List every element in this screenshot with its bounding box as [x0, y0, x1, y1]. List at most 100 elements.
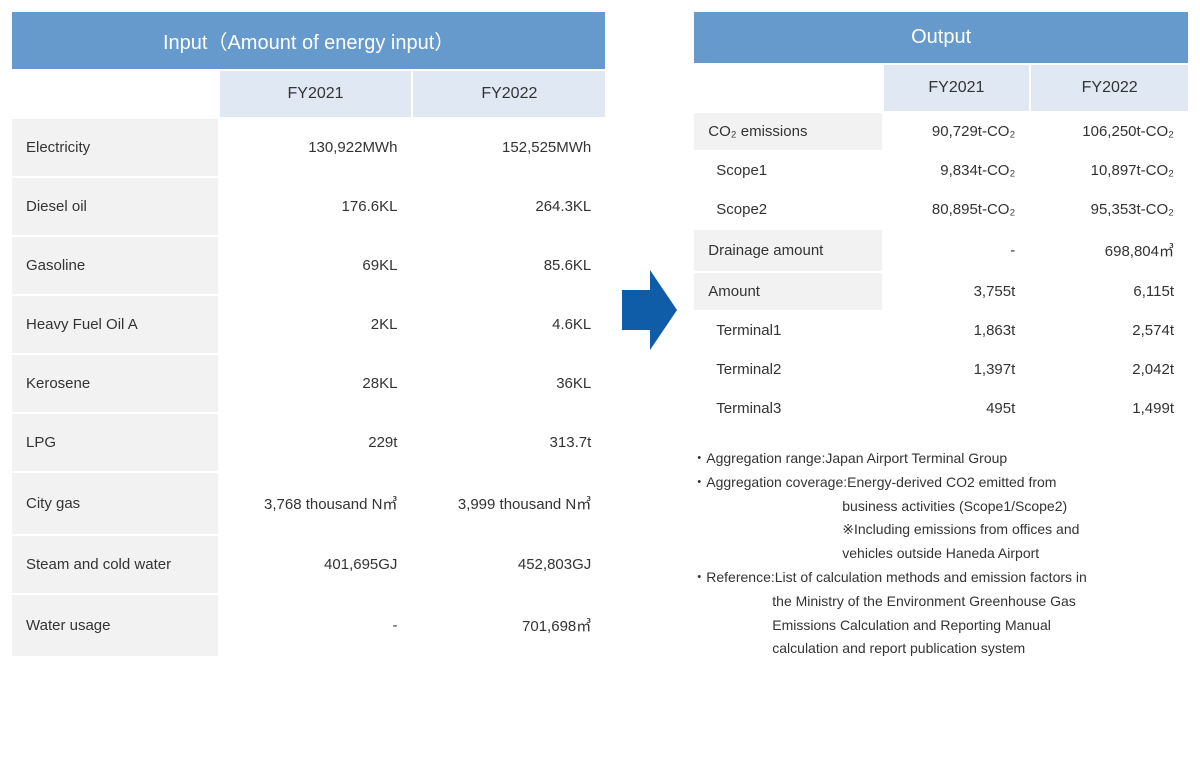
row-value-fy2022: 2,574t [1031, 312, 1188, 349]
input-header-fy2021: FY2021 [220, 71, 412, 117]
row-label: Drainage amount [694, 230, 881, 271]
footnote-continuation: business activities (Scope1/Scope2) [692, 495, 1190, 519]
row-label: CO₂ emissions [694, 113, 881, 150]
row-value-fy2021: 9,834t-CO₂ [884, 152, 1030, 189]
output-header-row: FY2021 FY2022 [694, 65, 1188, 111]
row-value-fy2022: 452,803GJ [413, 536, 605, 593]
bullet-icon: ・ [692, 447, 706, 471]
table-row: LPG229t313.7t [12, 414, 605, 471]
row-value-fy2022: 3,999 thousand N㎥ [413, 473, 605, 534]
row-label: Scope2 [694, 191, 881, 228]
row-value-fy2021: 3,755t [884, 273, 1030, 310]
table-row: Kerosene28KL36KL [12, 355, 605, 412]
input-header-fy2022: FY2022 [413, 71, 605, 117]
row-label: Terminal1 [694, 312, 881, 349]
row-value-fy2022: 152,525MWh [413, 119, 605, 176]
row-value-fy2021: 2KL [220, 296, 412, 353]
bullet-icon: ・ [692, 471, 706, 495]
table-row: Scope280,895t-CO₂95,353t-CO₂ [694, 191, 1188, 228]
output-header-fy2021: FY2021 [884, 65, 1030, 111]
row-value-fy2022: 10,897t-CO₂ [1031, 152, 1188, 189]
footnote-continuation: Emissions Calculation and Reporting Manu… [692, 614, 1190, 638]
footnote-label: Reference: [706, 566, 774, 590]
row-value-fy2022: 264.3KL [413, 178, 605, 235]
footnote-text: List of calculation methods and emission… [775, 566, 1087, 590]
input-header-blank [12, 71, 218, 117]
row-value-fy2022: 6,115t [1031, 273, 1188, 310]
row-value-fy2021: 1,397t [884, 351, 1030, 388]
table-row: Terminal3495t1,499t [694, 390, 1188, 427]
row-value-fy2021: 3,768 thousand N㎥ [220, 473, 412, 534]
row-value-fy2021: - [220, 595, 412, 656]
table-row: Diesel oil176.6KL264.3KL [12, 178, 605, 235]
table-row: Terminal21,397t2,042t [694, 351, 1188, 388]
table-row: Terminal11,863t2,574t [694, 312, 1188, 349]
footnote-label: Aggregation coverage: [706, 471, 847, 495]
table-row: Water usage-701,698㎥ [12, 595, 605, 656]
row-value-fy2021: 90,729t-CO₂ [884, 113, 1030, 150]
row-value-fy2021: 1,863t [884, 312, 1030, 349]
row-value-fy2022: 701,698㎥ [413, 595, 605, 656]
row-value-fy2022: 85.6KL [413, 237, 605, 294]
row-label: Steam and cold water [12, 536, 218, 593]
footnote-item: ・Aggregation range:Japan Airport Termina… [692, 447, 1190, 471]
footnote-item: ・Aggregation coverage:Energy-derived CO2… [692, 471, 1190, 495]
row-value-fy2021: 401,695GJ [220, 536, 412, 593]
output-header-fy2022: FY2022 [1031, 65, 1188, 111]
row-label: Kerosene [12, 355, 218, 412]
bullet-icon: ・ [692, 566, 706, 590]
footnote-continuation: vehicles outside Haneda Airport [692, 542, 1190, 566]
table-row: Heavy Fuel Oil A2KL4.6KL [12, 296, 605, 353]
table-row: Drainage amount-698,804㎥ [694, 230, 1188, 271]
footnote-continuation: the Ministry of the Environment Greenhou… [692, 590, 1190, 614]
row-value-fy2021: - [884, 230, 1030, 271]
row-label: Gasoline [12, 237, 218, 294]
output-title: Output [694, 12, 1188, 63]
row-value-fy2021: 69KL [220, 237, 412, 294]
row-label: Electricity [12, 119, 218, 176]
input-section: Input（Amount of energy input） FY2021 FY2… [10, 10, 607, 658]
table-row: City gas3,768 thousand N㎥3,999 thousand … [12, 473, 605, 534]
row-label: Water usage [12, 595, 218, 656]
row-value-fy2022: 95,353t-CO₂ [1031, 191, 1188, 228]
row-value-fy2021: 80,895t-CO₂ [884, 191, 1030, 228]
layout-container: Input（Amount of energy input） FY2021 FY2… [10, 10, 1190, 661]
table-row: Amount3,755t6,115t [694, 273, 1188, 310]
footnote-text: Japan Airport Terminal Group [825, 447, 1007, 471]
footnotes: ・Aggregation range:Japan Airport Termina… [692, 447, 1190, 661]
row-value-fy2022: 698,804㎥ [1031, 230, 1188, 271]
footnote-continuation: calculation and report publication syste… [692, 637, 1190, 661]
arrow-section [622, 270, 677, 350]
row-value-fy2022: 1,499t [1031, 390, 1188, 427]
table-row: Scope19,834t-CO₂10,897t-CO₂ [694, 152, 1188, 189]
row-value-fy2021: 495t [884, 390, 1030, 427]
footnote-item: ・Reference:List of calculation methods a… [692, 566, 1190, 590]
input-header-row: FY2021 FY2022 [12, 71, 605, 117]
row-value-fy2022: 4.6KL [413, 296, 605, 353]
row-value-fy2022: 2,042t [1031, 351, 1188, 388]
row-value-fy2021: 28KL [220, 355, 412, 412]
row-label: City gas [12, 473, 218, 534]
table-row: Electricity130,922MWh152,525MWh [12, 119, 605, 176]
footnote-text: Energy-derived CO2 emitted from [847, 471, 1056, 495]
table-row: Steam and cold water401,695GJ452,803GJ [12, 536, 605, 593]
output-header-blank [694, 65, 881, 111]
row-label: Diesel oil [12, 178, 218, 235]
table-row: Gasoline69KL85.6KL [12, 237, 605, 294]
row-value-fy2022: 106,250t-CO₂ [1031, 113, 1188, 150]
output-section: Output FY2021 FY2022 CO₂ emissions90,729… [692, 10, 1190, 661]
arrow-icon [622, 270, 677, 350]
footnote-label: Aggregation range: [706, 447, 825, 471]
input-table: Input（Amount of energy input） FY2021 FY2… [10, 10, 607, 658]
table-row: CO₂ emissions90,729t-CO₂106,250t-CO₂ [694, 113, 1188, 150]
row-label: Scope1 [694, 152, 881, 189]
output-table: Output FY2021 FY2022 CO₂ emissions90,729… [692, 10, 1190, 429]
row-label: Terminal3 [694, 390, 881, 427]
row-label: LPG [12, 414, 218, 471]
row-value-fy2021: 130,922MWh [220, 119, 412, 176]
row-value-fy2021: 176.6KL [220, 178, 412, 235]
input-title: Input（Amount of energy input） [12, 12, 605, 69]
row-value-fy2022: 36KL [413, 355, 605, 412]
output-title-row: Output [694, 12, 1188, 63]
row-label: Terminal2 [694, 351, 881, 388]
